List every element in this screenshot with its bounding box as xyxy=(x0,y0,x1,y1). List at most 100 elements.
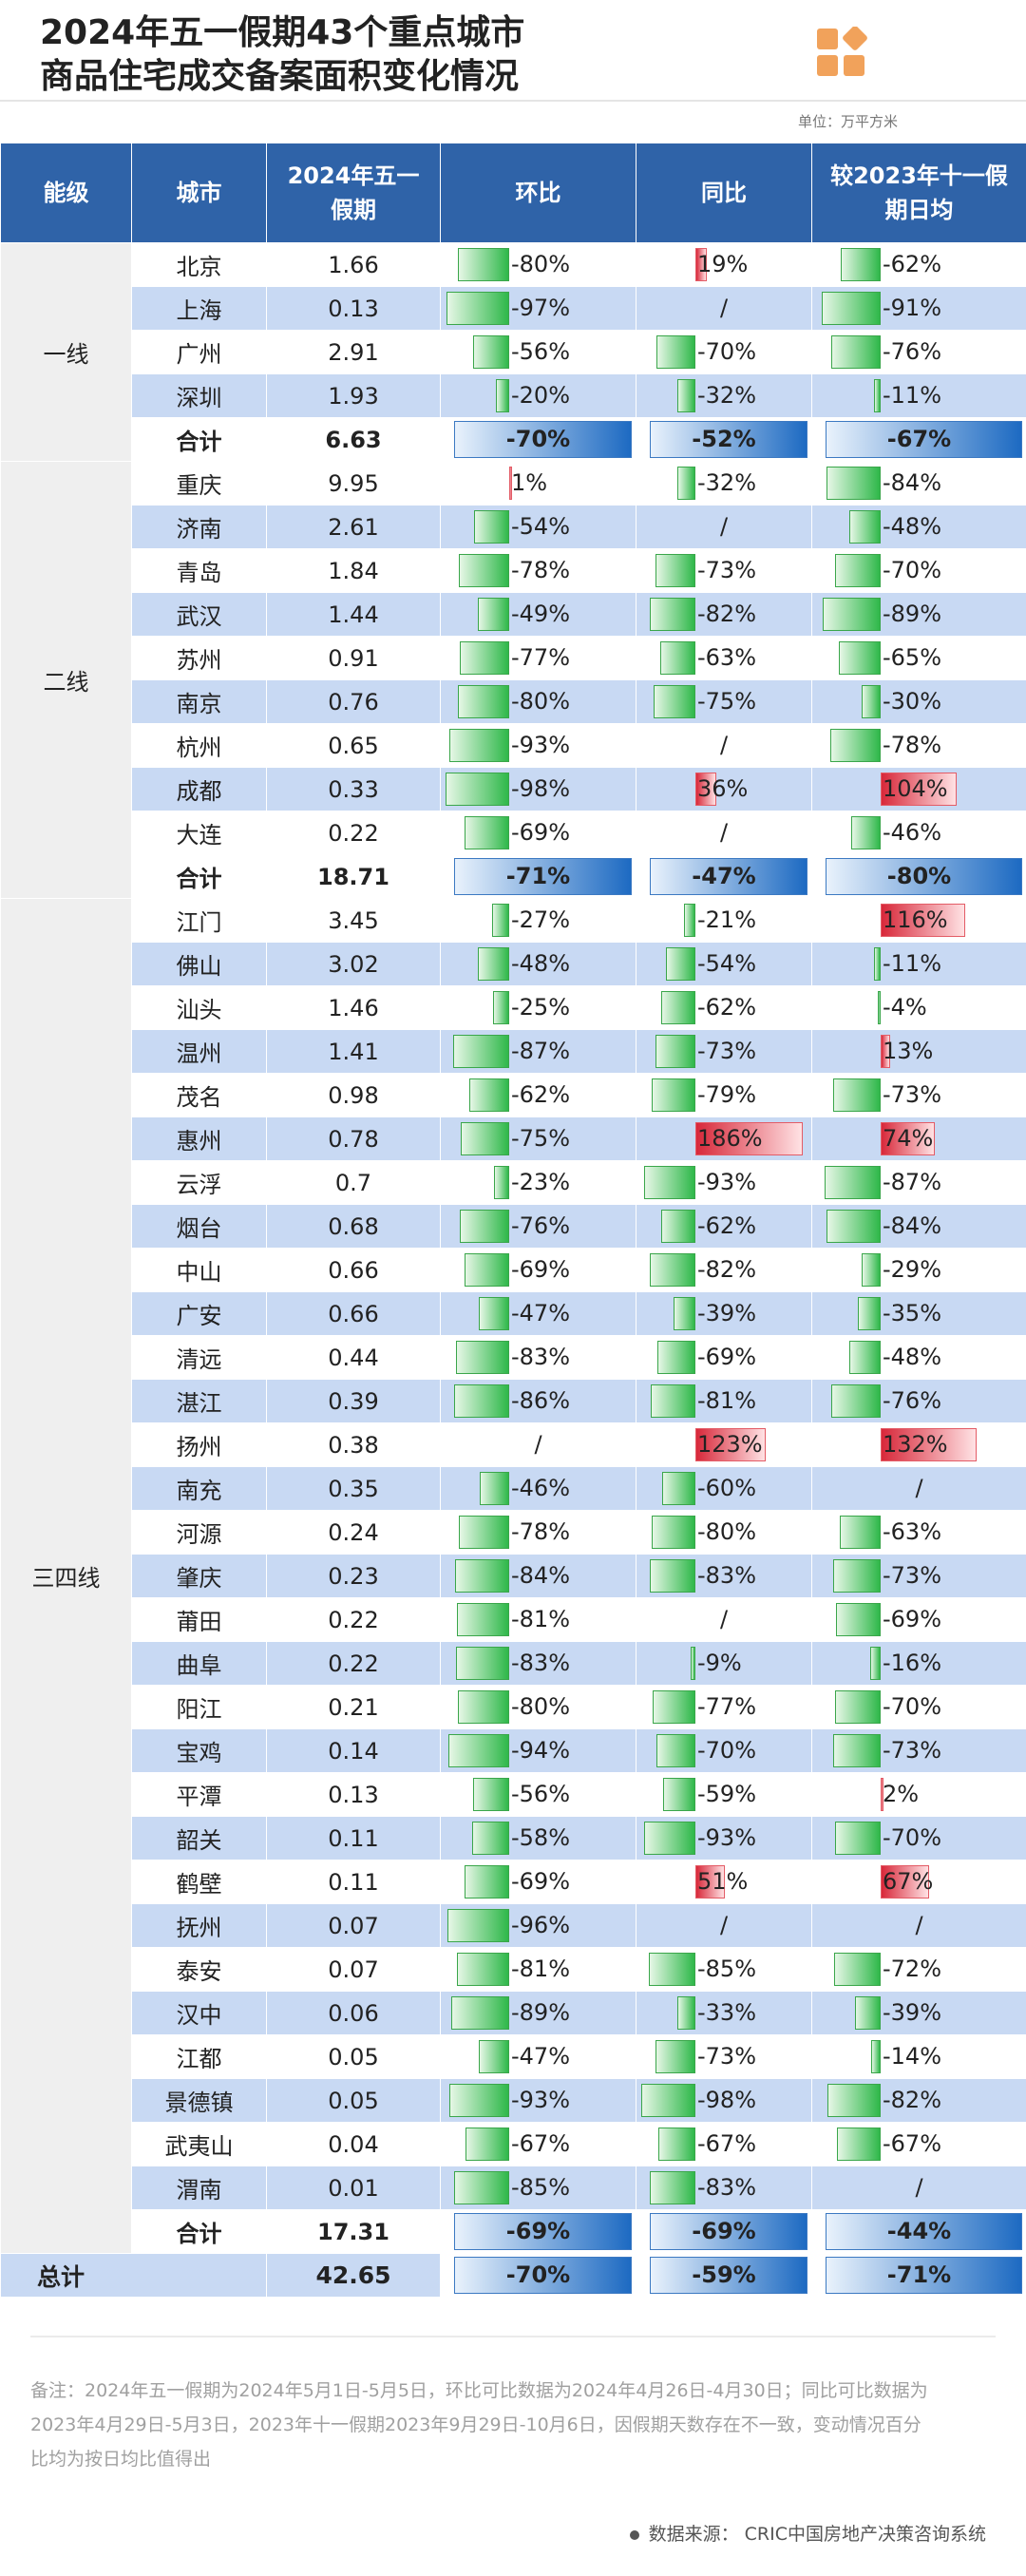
table-row: 深圳 1.93 -20% -32% -11% xyxy=(1,373,1026,418)
data-table: 能级 城市 2024年五一假期 环比 同比 较2023年十一假期日均 一线 北京 1… xyxy=(0,143,1026,2298)
value-yoy: -77% xyxy=(697,1693,757,1720)
value-mom: -27% xyxy=(511,906,571,933)
value-vs: -80% xyxy=(886,863,952,889)
value-mom: -94% xyxy=(511,1737,571,1764)
cell-yoy: -82% xyxy=(636,1248,812,1292)
bar-yoy xyxy=(677,1996,695,2030)
bar-mom xyxy=(446,292,509,325)
bar-yoy xyxy=(656,335,695,369)
cell-mom: -23% xyxy=(440,1160,636,1205)
city-name: 南充 xyxy=(131,1466,267,1511)
value-mom: -23% xyxy=(511,1169,571,1195)
subtotal-label: 合计 xyxy=(131,417,267,462)
area-value: 2.61 xyxy=(266,505,441,549)
cell-yoy: -83% xyxy=(636,2166,812,2210)
total-label: 总计 xyxy=(0,2253,267,2298)
cell-yoy: -82% xyxy=(636,592,812,637)
city-name: 深圳 xyxy=(131,373,267,418)
bar-vs xyxy=(878,991,881,1024)
bar-mom xyxy=(454,858,632,895)
table-row: 汉中 0.06 -89% -33% -39% xyxy=(1,1991,1026,2035)
value-yoy: -67% xyxy=(697,2130,757,2157)
value-mom: / xyxy=(534,1431,542,1458)
cell-mom: -80% xyxy=(440,679,636,724)
bar-mom xyxy=(454,2257,632,2294)
bar-mom xyxy=(465,816,509,849)
cell-mom: -96% xyxy=(440,1903,636,1948)
value-mom: -54% xyxy=(511,513,571,540)
value-vs: / xyxy=(915,2174,923,2201)
bar-yoy xyxy=(656,2040,695,2073)
city-name: 茂名 xyxy=(131,1073,267,1117)
table-row: 宝鸡 0.14 -94% -70% -73% xyxy=(1,1728,1026,1773)
value-vs: 13% xyxy=(883,1038,934,1064)
value-vs: -73% xyxy=(883,1081,942,1108)
value-yoy: 186% xyxy=(697,1125,763,1152)
area-value: 0.98 xyxy=(266,1073,441,1117)
table-row: 佛山 3.02 -48% -54% -11% xyxy=(1,942,1026,986)
value-mom: -58% xyxy=(511,1824,571,1851)
value-vs: -48% xyxy=(883,513,942,540)
value-mom: -48% xyxy=(511,950,571,977)
city-name: 平潭 xyxy=(131,1772,267,1817)
cell-mom: -54% xyxy=(440,505,636,549)
bar-mom xyxy=(456,1647,509,1680)
value-mom: -56% xyxy=(511,338,571,365)
bar-yoy xyxy=(656,554,695,587)
bar-mom xyxy=(465,1253,509,1287)
bar-vs xyxy=(834,1953,881,1986)
bullet-icon xyxy=(629,2529,639,2540)
city-name: 鹤壁 xyxy=(131,1860,267,1904)
cell-vs: -14% xyxy=(811,2034,1026,2079)
bar-mom xyxy=(478,947,509,981)
cell-yoy: -69% xyxy=(636,2209,812,2254)
value-yoy: -73% xyxy=(697,2043,757,2070)
area-value: 0.24 xyxy=(266,1510,441,1555)
value-yoy: -47% xyxy=(692,863,756,889)
subtotal-value: 18.71 xyxy=(266,854,441,899)
value-yoy: -21% xyxy=(697,906,757,933)
bar-yoy xyxy=(650,2257,808,2294)
cell-mom: -94% xyxy=(440,1728,636,1773)
bar-yoy xyxy=(691,1647,695,1680)
value-mom: -97% xyxy=(511,295,571,321)
value-mom: -81% xyxy=(511,1606,571,1632)
area-value: 0.35 xyxy=(266,1466,441,1511)
bar-yoy xyxy=(658,2128,695,2161)
bar-yoy xyxy=(674,1297,695,1330)
cell-yoy: / xyxy=(636,505,812,549)
cell-mom: -84% xyxy=(440,1554,636,1598)
table-row: 杭州 0.65 -93% / -78% xyxy=(1,723,1026,768)
value-mom: -47% xyxy=(511,1300,571,1326)
table-row: 渭南 0.01 -85% -83% / xyxy=(1,2166,1026,2210)
bar-yoy xyxy=(695,1428,766,1461)
city-name: 中山 xyxy=(131,1248,267,1292)
table-row: 泰安 0.07 -81% -85% -72% xyxy=(1,1947,1026,1992)
cell-vs: 67% xyxy=(811,1860,1026,1904)
cell-mom: -75% xyxy=(440,1116,636,1161)
cell-vs: 74% xyxy=(811,1116,1026,1161)
table-row: 茂名 0.98 -62% -79% -73% xyxy=(1,1073,1026,1117)
cell-vs: -16% xyxy=(811,1641,1026,1686)
cell-mom: -81% xyxy=(440,1947,636,1992)
bar-vs xyxy=(835,1822,881,1855)
value-yoy: -79% xyxy=(697,1081,757,1108)
cell-vs: -69% xyxy=(811,1597,1026,1642)
table-row: 湛江 0.39 -86% -81% -76% xyxy=(1,1379,1026,1423)
bar-yoy xyxy=(652,1516,695,1549)
bar-vs xyxy=(881,1035,890,1068)
footer-divider xyxy=(30,2336,996,2337)
value-vs: -73% xyxy=(883,1737,942,1764)
bar-vs xyxy=(835,554,881,587)
subtotal-value: 17.31 xyxy=(266,2209,441,2254)
value-mom: -62% xyxy=(511,1081,571,1108)
table-row: 广州 2.91 -56% -70% -76% xyxy=(1,330,1026,374)
value-vs: -84% xyxy=(883,1212,942,1239)
area-value: 2.91 xyxy=(266,330,441,374)
bar-mom xyxy=(478,598,509,631)
title-line-2: 商品住宅成交备案面积变化情况 xyxy=(40,57,520,96)
grid-diamond-logo-icon xyxy=(817,27,867,76)
value-mom: -93% xyxy=(511,2087,571,2113)
value-vs: -39% xyxy=(883,1999,942,2026)
bar-mom xyxy=(465,1865,509,1899)
